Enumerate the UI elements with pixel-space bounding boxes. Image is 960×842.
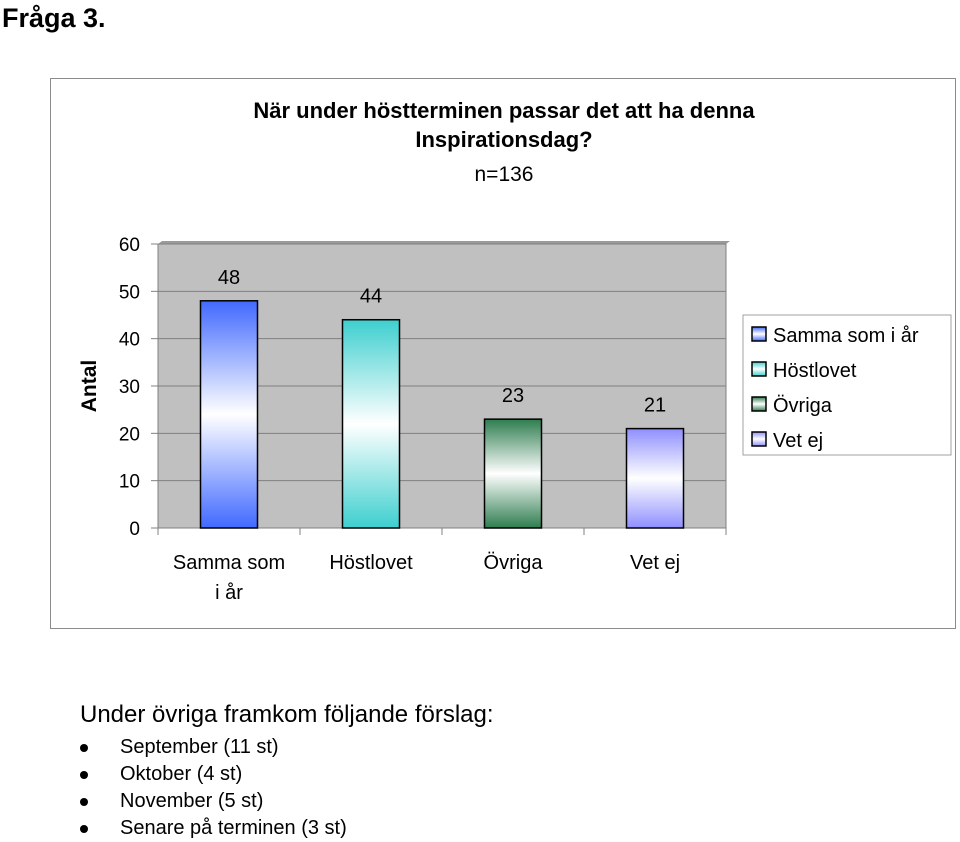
y-tick-label: 20 [119, 424, 140, 445]
data-label: 23 [502, 385, 524, 407]
suggestion-text: Oktober (4 st) [120, 763, 243, 785]
suggestions-section: Under övriga framkom följande förslag: S… [80, 700, 940, 842]
suggestion-item: Oktober (4 st) [80, 761, 940, 788]
chart-title-line: Inspirationsdag? [415, 127, 592, 152]
bar [199, 300, 259, 529]
data-label: 48 [218, 267, 240, 289]
suggestions-title: Under övriga framkom följande förslag: [80, 701, 494, 728]
bar [625, 427, 685, 529]
legend-swatch [751, 326, 767, 342]
chart-subtitle: n=136 [475, 163, 534, 186]
x-tick-label: Övriga [484, 552, 544, 574]
bullet-icon [80, 744, 88, 752]
data-label: 21 [644, 395, 666, 417]
suggestion-text: September (11 st) [120, 736, 279, 758]
legend-swatch [751, 396, 767, 412]
chart-title-line: När under höstterminen passar det att ha… [253, 98, 755, 123]
legend-label: Övriga [773, 395, 833, 417]
legend-swatch [751, 431, 767, 447]
chart-frame: När under höstterminen passar det att ha… [50, 78, 956, 629]
suggestion-text: November (5 st) [120, 790, 264, 812]
y-tick-label: 10 [119, 472, 140, 493]
bar [341, 318, 401, 529]
legend-box [742, 314, 952, 456]
x-tick-label: Höstlovet [329, 552, 413, 574]
y-tick-label: 60 [119, 235, 140, 256]
y-tick-label: 50 [119, 282, 140, 303]
legend-label: Höstlovet [773, 360, 857, 382]
x-tick-label: Samma som [173, 552, 285, 574]
legend-label: Samma som i år [773, 325, 919, 347]
legend-swatch [751, 361, 767, 377]
suggestion-item: November (5 st) [80, 788, 940, 815]
bar-chart: När under höstterminen passar det att ha… [78, 98, 952, 604]
suggestions-list: September (11 st) Oktober (4 st) November … [80, 734, 940, 842]
page-heading: Fråga 3. [2, 3, 106, 33]
x-tick-label: Vet ej [630, 552, 680, 574]
data-label: 44 [360, 286, 382, 308]
suggestion-item: Senare på terminen (3 st) [80, 815, 940, 842]
suggestion-item: September (11 st) [80, 734, 940, 761]
y-axis-label: Antal [78, 360, 101, 413]
bar [483, 418, 543, 529]
legend-label: Vet ej [773, 430, 823, 452]
bullet-icon [80, 771, 88, 779]
y-tick-label: 30 [119, 377, 140, 398]
suggestion-text: Senare på terminen (3 st) [120, 817, 347, 839]
y-tick-label: 0 [129, 519, 140, 540]
bullet-icon [80, 798, 88, 806]
plot-top-edge [158, 241, 730, 244]
y-tick-label: 40 [119, 330, 140, 351]
bullet-icon [80, 825, 88, 833]
x-tick-label: i år [215, 582, 243, 604]
